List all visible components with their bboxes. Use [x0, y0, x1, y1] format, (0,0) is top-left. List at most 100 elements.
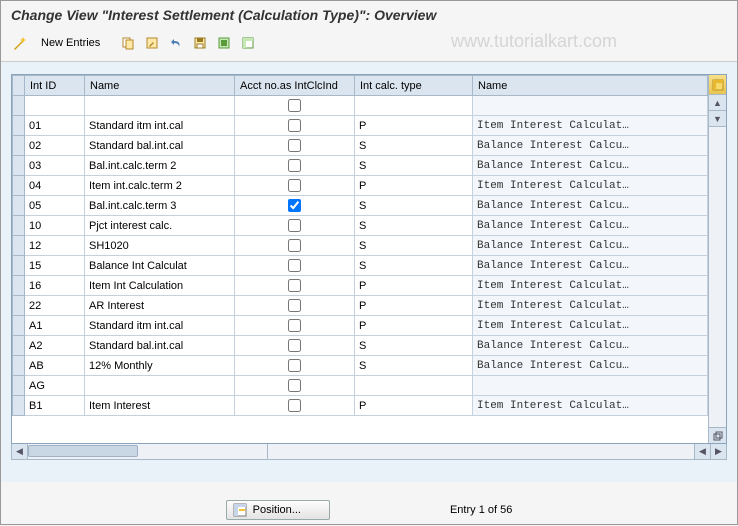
name-field[interactable]	[85, 116, 234, 135]
scroll-down-icon[interactable]: ▼	[709, 111, 726, 127]
row-selector[interactable]	[13, 316, 25, 336]
acct-checkbox[interactable]	[288, 99, 301, 112]
change-icon[interactable]	[142, 33, 162, 53]
deselect-all-icon[interactable]	[238, 33, 258, 53]
row-selector[interactable]	[13, 336, 25, 356]
row-selector[interactable]	[13, 116, 25, 136]
intid-field[interactable]	[25, 196, 84, 215]
row-selector[interactable]	[13, 196, 25, 216]
intid-field[interactable]	[25, 376, 84, 395]
scroll-left2-icon[interactable]: ◀	[694, 444, 710, 459]
scroll-left-icon[interactable]: ◀	[12, 444, 28, 459]
col-header-intid[interactable]: Int ID	[25, 76, 85, 96]
intid-field[interactable]	[25, 316, 84, 335]
row-selector[interactable]	[13, 296, 25, 316]
intid-field[interactable]	[25, 96, 84, 115]
col-header-acct[interactable]: Acct no.as IntClcInd	[235, 76, 355, 96]
intid-field[interactable]	[25, 216, 84, 235]
name-field[interactable]	[85, 256, 234, 275]
select-all-icon[interactable]	[214, 33, 234, 53]
calctype-field[interactable]	[355, 156, 472, 175]
scroll-right-icon[interactable]: ▶	[710, 444, 726, 459]
scroll-up-icon[interactable]: ▲	[709, 95, 726, 111]
calctype-field[interactable]	[355, 116, 472, 135]
calctype-field[interactable]	[355, 276, 472, 295]
new-entries-button[interactable]: New Entries	[33, 35, 108, 51]
name-field[interactable]	[85, 376, 234, 395]
calctype-field[interactable]	[355, 296, 472, 315]
calctype-field[interactable]	[355, 356, 472, 375]
col-header-name2[interactable]: Name	[473, 76, 708, 96]
intid-field[interactable]	[25, 296, 84, 315]
row-selector[interactable]	[13, 276, 25, 296]
row-selector[interactable]	[13, 236, 25, 256]
acct-checkbox[interactable]	[288, 299, 301, 312]
table-settings-icon[interactable]	[709, 75, 726, 95]
row-selector[interactable]	[13, 396, 25, 416]
calctype-field[interactable]	[355, 96, 472, 115]
vscroll-track[interactable]	[709, 127, 726, 427]
calctype-field[interactable]	[355, 176, 472, 195]
calctype-field[interactable]	[355, 316, 472, 335]
intid-field[interactable]	[25, 256, 84, 275]
acct-checkbox[interactable]	[288, 119, 301, 132]
name-field[interactable]	[85, 236, 234, 255]
hscroll-track[interactable]	[28, 444, 268, 459]
intid-field[interactable]	[25, 336, 84, 355]
col-header-name[interactable]: Name	[85, 76, 235, 96]
acct-checkbox[interactable]	[288, 239, 301, 252]
calctype-field[interactable]	[355, 196, 472, 215]
name-field[interactable]	[85, 176, 234, 195]
calctype-field[interactable]	[355, 236, 472, 255]
row-selector[interactable]	[13, 376, 25, 396]
name-field[interactable]	[85, 216, 234, 235]
intid-field[interactable]	[25, 236, 84, 255]
calctype-field[interactable]	[355, 216, 472, 235]
save-icon[interactable]	[190, 33, 210, 53]
name-field[interactable]	[85, 296, 234, 315]
name-field[interactable]	[85, 96, 234, 115]
name-field[interactable]	[85, 136, 234, 155]
calctype-field[interactable]	[355, 376, 472, 395]
name-field[interactable]	[85, 336, 234, 355]
intid-field[interactable]	[25, 396, 84, 415]
name-field[interactable]	[85, 356, 234, 375]
row-selector[interactable]	[13, 256, 25, 276]
name-field[interactable]	[85, 396, 234, 415]
acct-checkbox[interactable]	[288, 359, 301, 372]
col-header-calc[interactable]: Int calc. type	[355, 76, 473, 96]
intid-field[interactable]	[25, 156, 84, 175]
acct-checkbox[interactable]	[288, 339, 301, 352]
copy-icon[interactable]	[118, 33, 138, 53]
intid-field[interactable]	[25, 176, 84, 195]
acct-checkbox[interactable]	[288, 139, 301, 152]
intid-field[interactable]	[25, 356, 84, 375]
row-selector[interactable]	[13, 356, 25, 376]
acct-checkbox[interactable]	[288, 319, 301, 332]
row-selector[interactable]	[13, 176, 25, 196]
calctype-field[interactable]	[355, 256, 472, 275]
intid-field[interactable]	[25, 136, 84, 155]
name-field[interactable]	[85, 276, 234, 295]
name-field[interactable]	[85, 156, 234, 175]
acct-checkbox[interactable]	[288, 279, 301, 292]
row-selector[interactable]	[13, 216, 25, 236]
acct-checkbox[interactable]	[288, 259, 301, 272]
wand-icon[interactable]	[11, 34, 29, 52]
calctype-field[interactable]	[355, 396, 472, 415]
intid-field[interactable]	[25, 276, 84, 295]
calctype-field[interactable]	[355, 136, 472, 155]
name-field[interactable]	[85, 196, 234, 215]
acct-checkbox[interactable]	[288, 159, 301, 172]
acct-checkbox[interactable]	[288, 179, 301, 192]
row-selector[interactable]	[13, 96, 25, 116]
position-button[interactable]: Position...	[226, 500, 330, 520]
intid-field[interactable]	[25, 116, 84, 135]
row-selector[interactable]	[13, 156, 25, 176]
hscroll-thumb[interactable]	[28, 445, 138, 457]
acct-checkbox[interactable]	[288, 219, 301, 232]
undo-icon[interactable]	[166, 33, 186, 53]
acct-checkbox[interactable]	[288, 379, 301, 392]
restore-window-icon[interactable]	[709, 427, 726, 443]
row-selector[interactable]	[13, 136, 25, 156]
